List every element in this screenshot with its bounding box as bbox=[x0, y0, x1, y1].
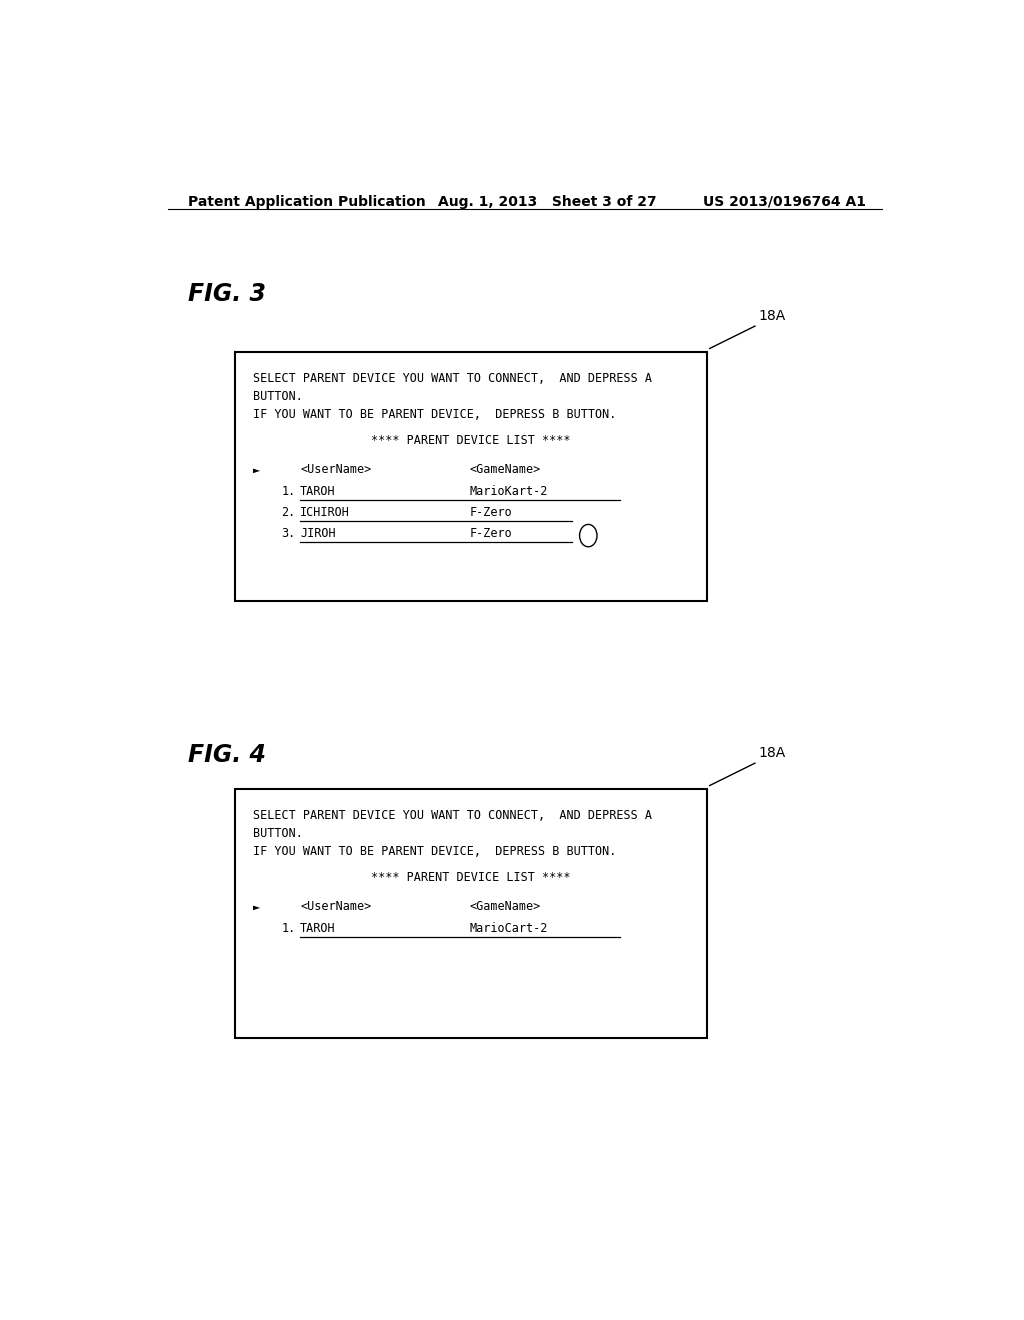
Text: 2.: 2. bbox=[282, 507, 295, 519]
Bar bbox=[236, 351, 708, 601]
Text: FIG. 4: FIG. 4 bbox=[187, 743, 265, 767]
Text: F-Zero: F-Zero bbox=[469, 507, 512, 519]
Text: BUTTON.: BUTTON. bbox=[253, 828, 302, 841]
Text: JIROH: JIROH bbox=[300, 528, 336, 540]
Text: TAROH: TAROH bbox=[300, 486, 336, 498]
Text: BUTTON.: BUTTON. bbox=[253, 391, 302, 403]
Text: IF YOU WANT TO BE PARENT DEVICE,  DEPRESS B BUTTON.: IF YOU WANT TO BE PARENT DEVICE, DEPRESS… bbox=[253, 408, 616, 421]
Bar bbox=[236, 788, 708, 1038]
Text: <GameName>: <GameName> bbox=[469, 900, 541, 913]
Text: US 2013/0196764 A1: US 2013/0196764 A1 bbox=[703, 195, 866, 209]
Text: ►: ► bbox=[253, 463, 260, 477]
Text: ICHIROH: ICHIROH bbox=[300, 507, 350, 519]
Text: Patent Application Publication: Patent Application Publication bbox=[187, 195, 425, 209]
Text: **** PARENT DEVICE LIST ****: **** PARENT DEVICE LIST **** bbox=[372, 871, 571, 884]
Text: **** PARENT DEVICE LIST ****: **** PARENT DEVICE LIST **** bbox=[372, 434, 571, 447]
Text: SELECT PARENT DEVICE YOU WANT TO CONNECT,  AND DEPRESS A: SELECT PARENT DEVICE YOU WANT TO CONNECT… bbox=[253, 372, 651, 385]
Text: ►: ► bbox=[253, 900, 260, 913]
Text: Aug. 1, 2013   Sheet 3 of 27: Aug. 1, 2013 Sheet 3 of 27 bbox=[437, 195, 656, 209]
Text: FIG. 3: FIG. 3 bbox=[187, 282, 265, 306]
Text: IF YOU WANT TO BE PARENT DEVICE,  DEPRESS B BUTTON.: IF YOU WANT TO BE PARENT DEVICE, DEPRESS… bbox=[253, 846, 616, 858]
Text: SELECT PARENT DEVICE YOU WANT TO CONNECT,  AND DEPRESS A: SELECT PARENT DEVICE YOU WANT TO CONNECT… bbox=[253, 809, 651, 822]
Text: 1.: 1. bbox=[282, 923, 295, 936]
Text: MarioKart-2: MarioKart-2 bbox=[469, 486, 548, 498]
Text: <UserName>: <UserName> bbox=[300, 463, 372, 477]
Text: <UserName>: <UserName> bbox=[300, 900, 372, 913]
Text: 3.: 3. bbox=[282, 528, 295, 540]
Text: TAROH: TAROH bbox=[300, 923, 336, 936]
Text: <GameName>: <GameName> bbox=[469, 463, 541, 477]
Text: F-Zero: F-Zero bbox=[469, 528, 512, 540]
Text: 18A: 18A bbox=[759, 746, 786, 760]
Text: 1.: 1. bbox=[282, 486, 295, 498]
Text: MarioCart-2: MarioCart-2 bbox=[469, 923, 548, 936]
Text: 18A: 18A bbox=[759, 309, 786, 323]
